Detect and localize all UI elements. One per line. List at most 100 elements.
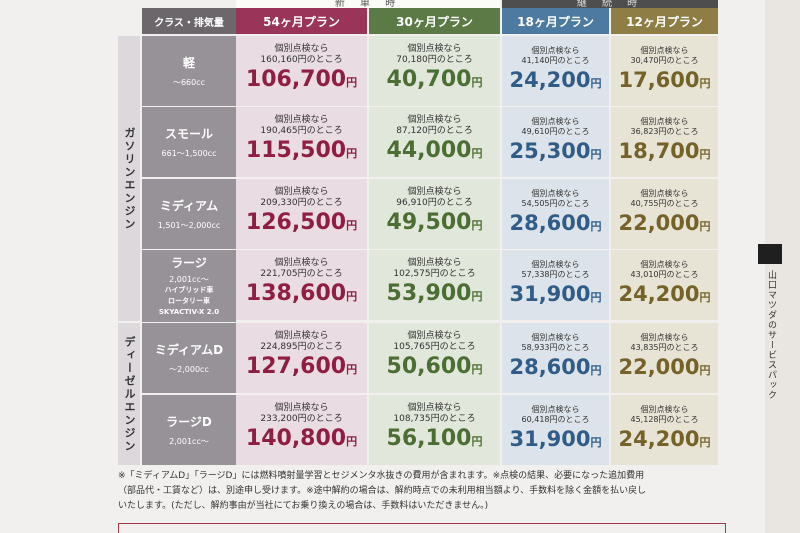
price-value: 106,700 [245,67,347,92]
regular-price: 41,140円のところ [521,56,590,65]
individual-note: 個別点検なら [274,331,329,341]
price-value: 53,900 [386,281,472,306]
pack-price: 40,700円 [387,67,483,96]
class-cell: 軽 ～660cc [142,36,236,106]
gasoline-group-text: ガソリンエンジン [123,126,136,231]
price-value: 40,700 [386,67,472,92]
price-cell: 個別点検なら 45,128円のところ 24,200円 [611,395,718,465]
price-value: 24,200 [618,427,700,451]
price-cell: 個別点検なら 36,823円のところ 18,700円 [611,107,718,177]
price-value: 31,900 [509,282,591,306]
next-section-box [118,523,726,533]
group-new-header: 新 車 時 [236,0,500,9]
price-cell: 個別点検なら 209,330円のところ 126,500円 [236,179,367,249]
pack-price: 49,500円 [387,210,483,239]
price-cell: 個別点検なら 57,338円のところ 31,900円 [502,250,609,320]
regular-price: 49,610円のところ [521,127,590,136]
regular-price: 190,465円のところ [260,126,343,136]
price-value: 56,100 [386,426,472,451]
pack-price: 25,300円 [509,138,601,168]
price-value: 22,000 [618,355,700,379]
yen-unit: 円 [699,364,711,377]
individual-note: 個別点検なら [640,260,689,269]
regular-price: 105,765円のところ [393,342,476,352]
pack-price: 140,800円 [246,426,357,455]
footnote-line: ※「ミディアムD」「ラージD」には燃料噴射量学習とセジメンタ水抜きの費用が含まれ… [118,471,645,481]
pack-price: 24,200円 [618,281,710,311]
pack-price: 18,700円 [618,138,710,168]
pack-price: 24,200円 [509,67,601,97]
yen-unit: 円 [590,148,602,161]
regular-price: 87,120円のところ [396,126,473,136]
pack-price: 28,600円 [509,210,601,240]
price-cell: 個別点検なら 108,735円のところ 56,100円 [369,395,500,465]
price-value: 24,200 [509,68,591,92]
price-value: 24,200 [618,282,700,306]
individual-note: 個別点検なら [640,46,689,55]
plan-header: 12ヶ月プラン [611,8,718,34]
pack-price: 44,000円 [387,138,483,167]
pack-price: 50,600円 [387,354,483,383]
yen-unit: 円 [590,436,602,449]
yen-unit: 円 [699,291,711,304]
price-cell: 個別点検なら 41,140円のところ 24,200円 [502,36,609,106]
individual-note: 個別点検なら [407,187,462,197]
class-name: ラージD [166,415,212,429]
regular-price: 58,933円のところ [521,343,590,352]
brochure-page: 新 車 時継 続 時クラス・排気量 54ヶ月プラン 30ヶ月プラン 18ヶ月プラン 12… [0,0,765,533]
individual-note: 個別点検なら [407,331,462,341]
individual-note: 個別点検なら [407,403,462,413]
price-value: 140,800 [245,426,347,451]
yen-unit: 円 [346,363,358,376]
pack-price: 56,100円 [387,426,483,455]
class-name: ミディアムD [154,343,224,357]
price-value: 44,000 [386,138,472,163]
individual-note: 個別点検なら [274,187,329,197]
pack-price: 138,600円 [246,281,357,310]
price-cell: 個別点検なら 105,765円のところ 50,600円 [369,323,500,393]
class-displacement: ～2,000cc [169,365,209,374]
class-cell: ミディアム 1,501～2,000cc [142,179,236,249]
facing-page [765,0,800,533]
regular-price: 36,823円のところ [630,127,699,136]
class-name: スモール [164,127,213,141]
regular-price: 40,755円のところ [630,199,699,208]
class-note: SKYACTIV-X 2.0 [158,308,220,316]
pack-price: 31,900円 [509,281,601,311]
individual-note: 個別点検なら [640,117,689,126]
regular-price: 43,010円のところ [630,270,699,279]
regular-price: 102,575円のところ [393,269,476,279]
price-value: 115,500 [245,138,347,163]
individual-note: 個別点検なら [640,189,689,198]
price-value: 28,600 [509,355,591,379]
plan-header: 54ヶ月プラン [236,8,367,34]
class-displacement: 661～1,500cc [161,149,217,158]
yen-unit: 円 [346,76,358,89]
price-cell: 個別点検なら 49,610円のところ 25,300円 [502,107,609,177]
class-name: ラージ [171,256,207,270]
price-cell: 個別点検なら 58,933円のところ 28,600円 [502,323,609,393]
individual-note: 個別点検なら [640,405,689,414]
class-name: ミディアム [159,199,219,213]
price-value: 127,600 [245,354,347,379]
price-cell: 個別点検なら 160,160円のところ 106,700円 [236,36,367,106]
class-cell: ラージD 2,001cc～ [142,395,236,465]
price-value: 50,600 [386,354,472,379]
pack-price: 31,900円 [509,426,601,456]
footnote-line: いたします。(ただし、解約事由が当社にてお乗り換えの場合は、手数料はいただきませ… [118,501,489,511]
price-cell: 個別点検なら 54,505円のところ 28,600円 [502,179,609,249]
individual-note: 個別点検なら [531,117,580,126]
gasoline-group-label: ガソリンエンジン [118,36,140,321]
regular-price: 233,200円のところ [260,414,343,424]
class-cell: ラージ 2,001cc～ ハイブリッド車 ロータリー車 SKYACTIV-X 2.0 [142,250,236,322]
class-displacement: 2,001cc～ [169,437,209,446]
individual-note: 個別点検なら [407,258,462,268]
pack-price: 22,000円 [618,210,710,240]
regular-price: 57,338円のところ [521,270,590,279]
yen-unit: 円 [471,147,483,160]
price-value: 31,900 [509,427,591,451]
side-caption: 山口マツダのサービスパック [766,270,776,400]
regular-price: 209,330円のところ [260,198,343,208]
yen-unit: 円 [699,148,711,161]
pack-price: 115,500円 [246,138,357,167]
